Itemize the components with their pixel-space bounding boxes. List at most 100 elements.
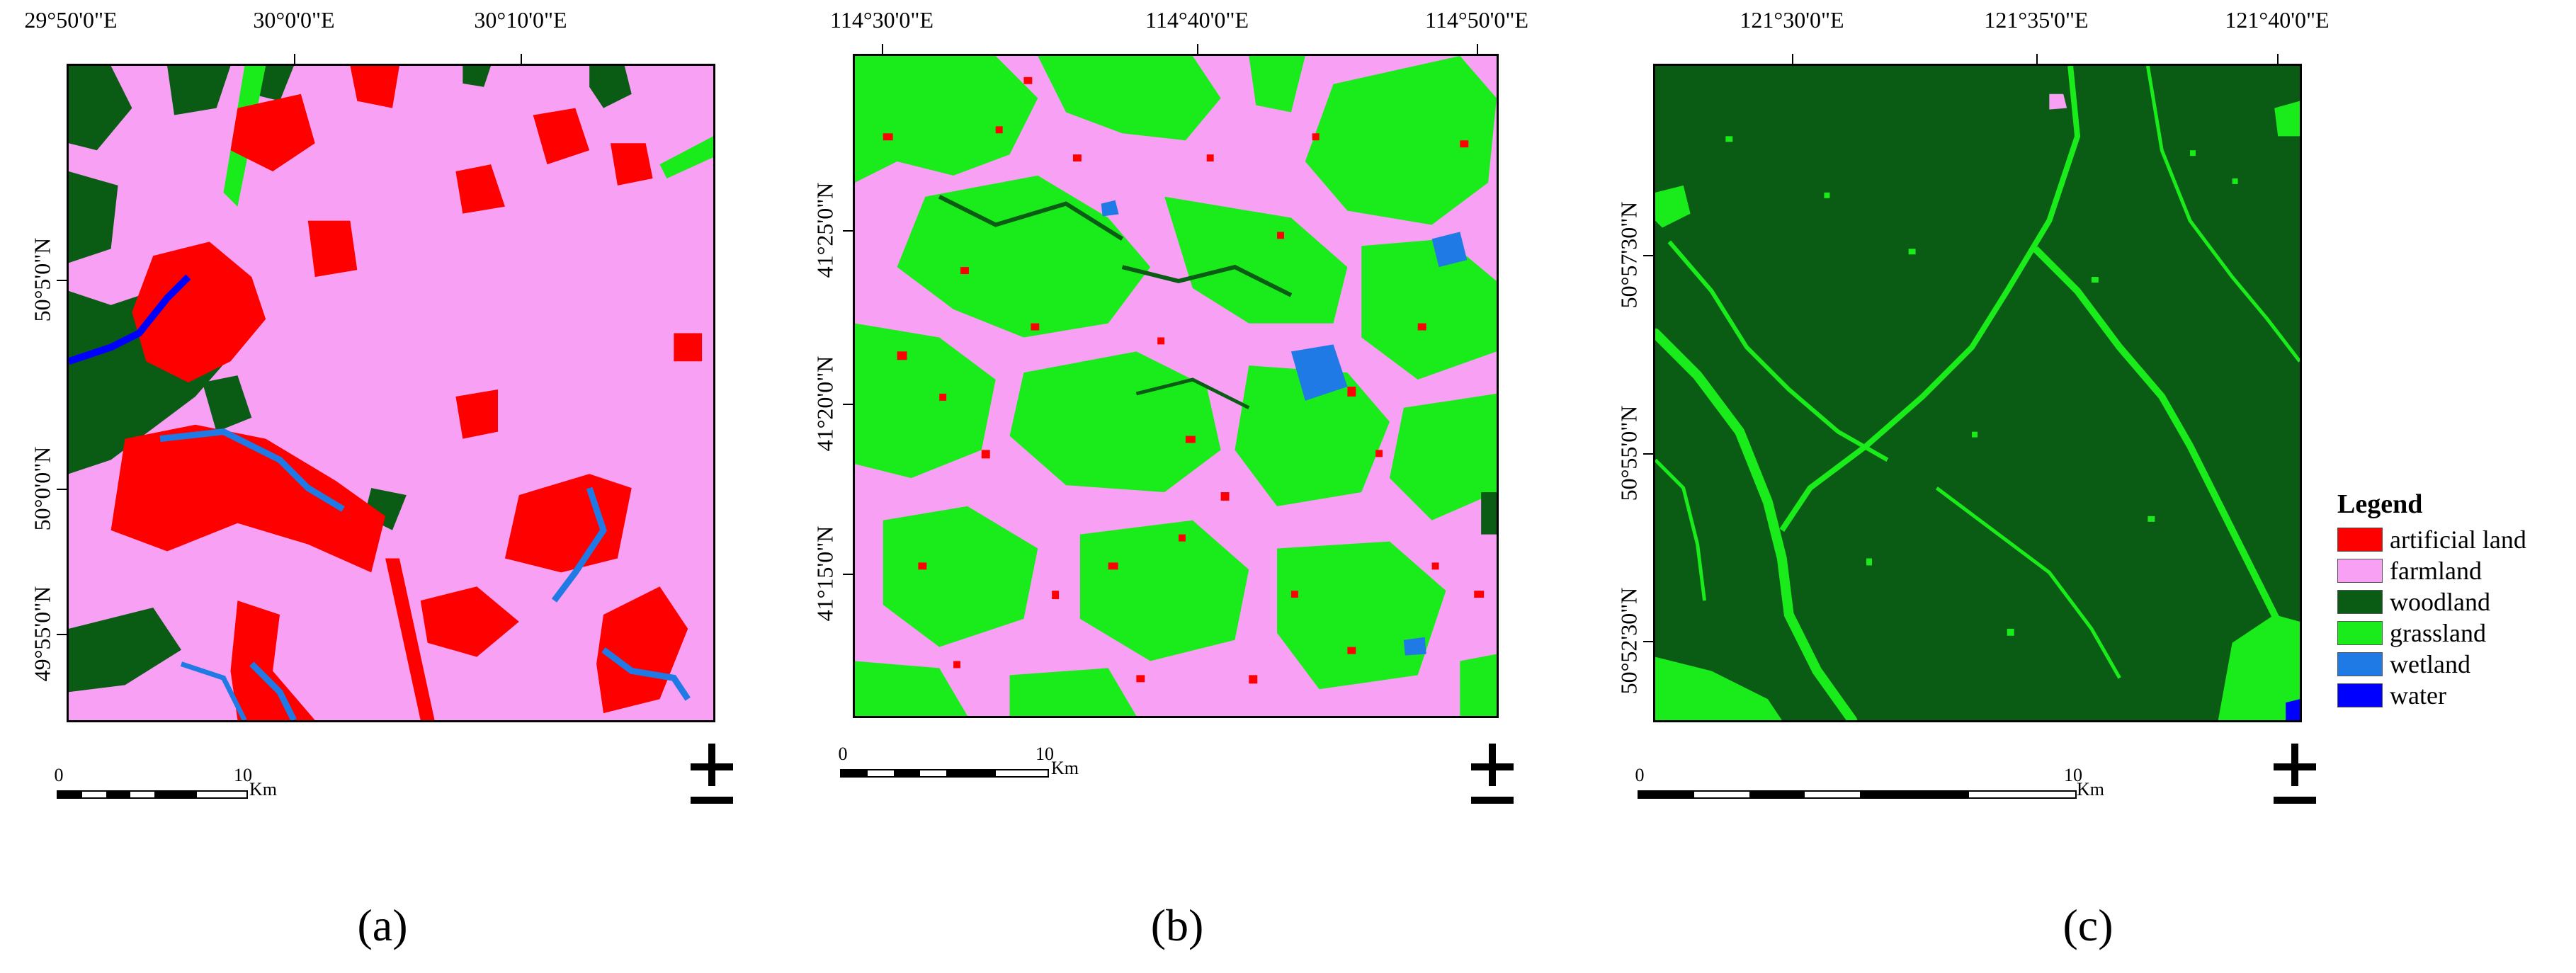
legend-title: Legend — [2337, 489, 2423, 519]
grassland-patch — [883, 506, 1038, 647]
scale-bar-unit: Km — [1051, 758, 1079, 778]
artificial-land-patch — [350, 66, 399, 108]
lon-tick — [2277, 54, 2279, 64]
lon-label: 114°50'0"E — [1425, 7, 1528, 33]
artificial-land-patch — [420, 586, 519, 657]
grassland-patch — [855, 56, 1038, 183]
lat-tick — [57, 280, 67, 281]
artificial-land-patch — [610, 143, 653, 186]
woodland-trace — [938, 195, 1124, 241]
legend-label: woodland — [2390, 588, 2490, 616]
woodland-patch — [69, 171, 118, 263]
lat-label: 50°57'30"N — [1616, 201, 1642, 309]
legend-item-farmland: farmland — [2337, 555, 2526, 586]
grassland-valley — [1655, 328, 1858, 720]
lat-tick — [843, 230, 853, 232]
woodland-area — [1655, 66, 2300, 720]
woodland-patch — [1481, 492, 1497, 535]
grassland-patch — [1079, 520, 1249, 661]
land-cover-map-a — [67, 64, 715, 722]
grassland-valley — [2145, 66, 2300, 363]
scale-bar-graphic — [840, 769, 1049, 778]
artificial-land-patch — [596, 586, 688, 714]
artificial-land-patch — [110, 424, 386, 573]
lat-label: 41°25'0"N — [812, 182, 838, 278]
grassland-patch — [1249, 56, 1305, 113]
scale-bar-mid-label: 10 — [2064, 765, 2082, 785]
lon-label: 30°0'0"E — [253, 7, 335, 33]
artificial-land-patch — [674, 333, 703, 362]
north-arrow-icon — [1471, 744, 1514, 804]
lon-label: 114°40'0"E — [1145, 7, 1249, 33]
lon-label: 30°10'0"E — [474, 7, 567, 33]
woodland-patch — [167, 66, 231, 115]
lon-label: 114°30'0"E — [830, 7, 934, 33]
wetland-river — [180, 661, 247, 720]
legend-swatch — [2337, 559, 2383, 583]
lon-tick — [294, 54, 295, 64]
land-cover-map-b — [853, 54, 1499, 718]
legend-swatch — [2337, 528, 2383, 552]
scale-bar-mid-label: 10 — [234, 765, 252, 785]
legend-swatch — [2337, 683, 2383, 707]
lon-tick — [1477, 44, 1478, 54]
legend-label: grassland — [2390, 619, 2486, 647]
lat-tick — [1643, 453, 1653, 455]
lat-label: 50°52'30"N — [1616, 587, 1642, 695]
wetland-patch — [1403, 637, 1426, 656]
grassland-patch — [1009, 668, 1137, 716]
lat-tick — [843, 574, 853, 575]
farmland-patch — [2049, 93, 2067, 110]
grassland-valley — [1667, 240, 1889, 462]
woodland-patch — [69, 608, 181, 693]
woodland-patch — [69, 66, 132, 151]
lat-tick — [1643, 641, 1653, 642]
legend-item-grassland: grassland — [2337, 618, 2526, 649]
panel-caption: (b) — [1150, 900, 1204, 950]
legend-swatch — [2337, 652, 2383, 676]
wetland-river — [159, 428, 345, 512]
grassland-patch — [1361, 239, 1497, 380]
grassland-valley — [2032, 246, 2300, 666]
grassland-patch — [855, 661, 968, 716]
grassland-patch — [1655, 185, 1691, 228]
grassland-strip — [659, 136, 713, 178]
wetland-river — [551, 486, 607, 603]
legend-swatch — [2337, 590, 2383, 614]
grassland-patch — [1460, 654, 1497, 716]
wetland-patch — [1431, 232, 1468, 268]
map-legend: Legend artificial land farmland woodland… — [2337, 489, 2526, 711]
land-cover-raster-c — [1655, 66, 2300, 720]
scale-bar-start-label: 0 — [1635, 765, 1645, 785]
land-cover-map-c — [1653, 64, 2302, 722]
legend-item-woodland: woodland — [2337, 586, 2526, 618]
land-cover-raster-b — [855, 56, 1497, 716]
woodland-patch — [202, 375, 252, 432]
lat-tick — [843, 404, 853, 405]
woodland-patch — [463, 66, 492, 87]
grassland-patch — [1164, 196, 1348, 324]
grassland-specks — [1725, 136, 2238, 636]
artificial-land-patch — [455, 164, 505, 214]
wetland-patch — [1101, 200, 1119, 217]
lat-label: 50°55'0"N — [1616, 405, 1642, 501]
lon-tick — [882, 44, 883, 54]
grassland-valley — [1935, 486, 2121, 679]
lat-label: 41°15'0"N — [812, 525, 838, 622]
woodland-trace — [1121, 264, 1293, 297]
artificial-land-road — [385, 558, 435, 720]
woodland-patch — [589, 66, 632, 108]
grassland-patch — [1305, 56, 1497, 225]
lat-label: 50°0'0"N — [29, 446, 55, 531]
grassland-patch — [1390, 393, 1497, 520]
lat-tick — [57, 489, 67, 490]
lon-tick — [521, 54, 522, 64]
legend-swatch — [2337, 621, 2383, 645]
legend-label: artificial land — [2390, 525, 2526, 554]
water-patch — [2286, 699, 2300, 720]
artificial-land-patch — [533, 108, 590, 165]
artificial-land-patch — [307, 220, 358, 278]
lon-label: 121°35'0"E — [1984, 7, 2089, 33]
grassland-valley — [1655, 458, 1707, 601]
wetland-river — [601, 647, 691, 701]
